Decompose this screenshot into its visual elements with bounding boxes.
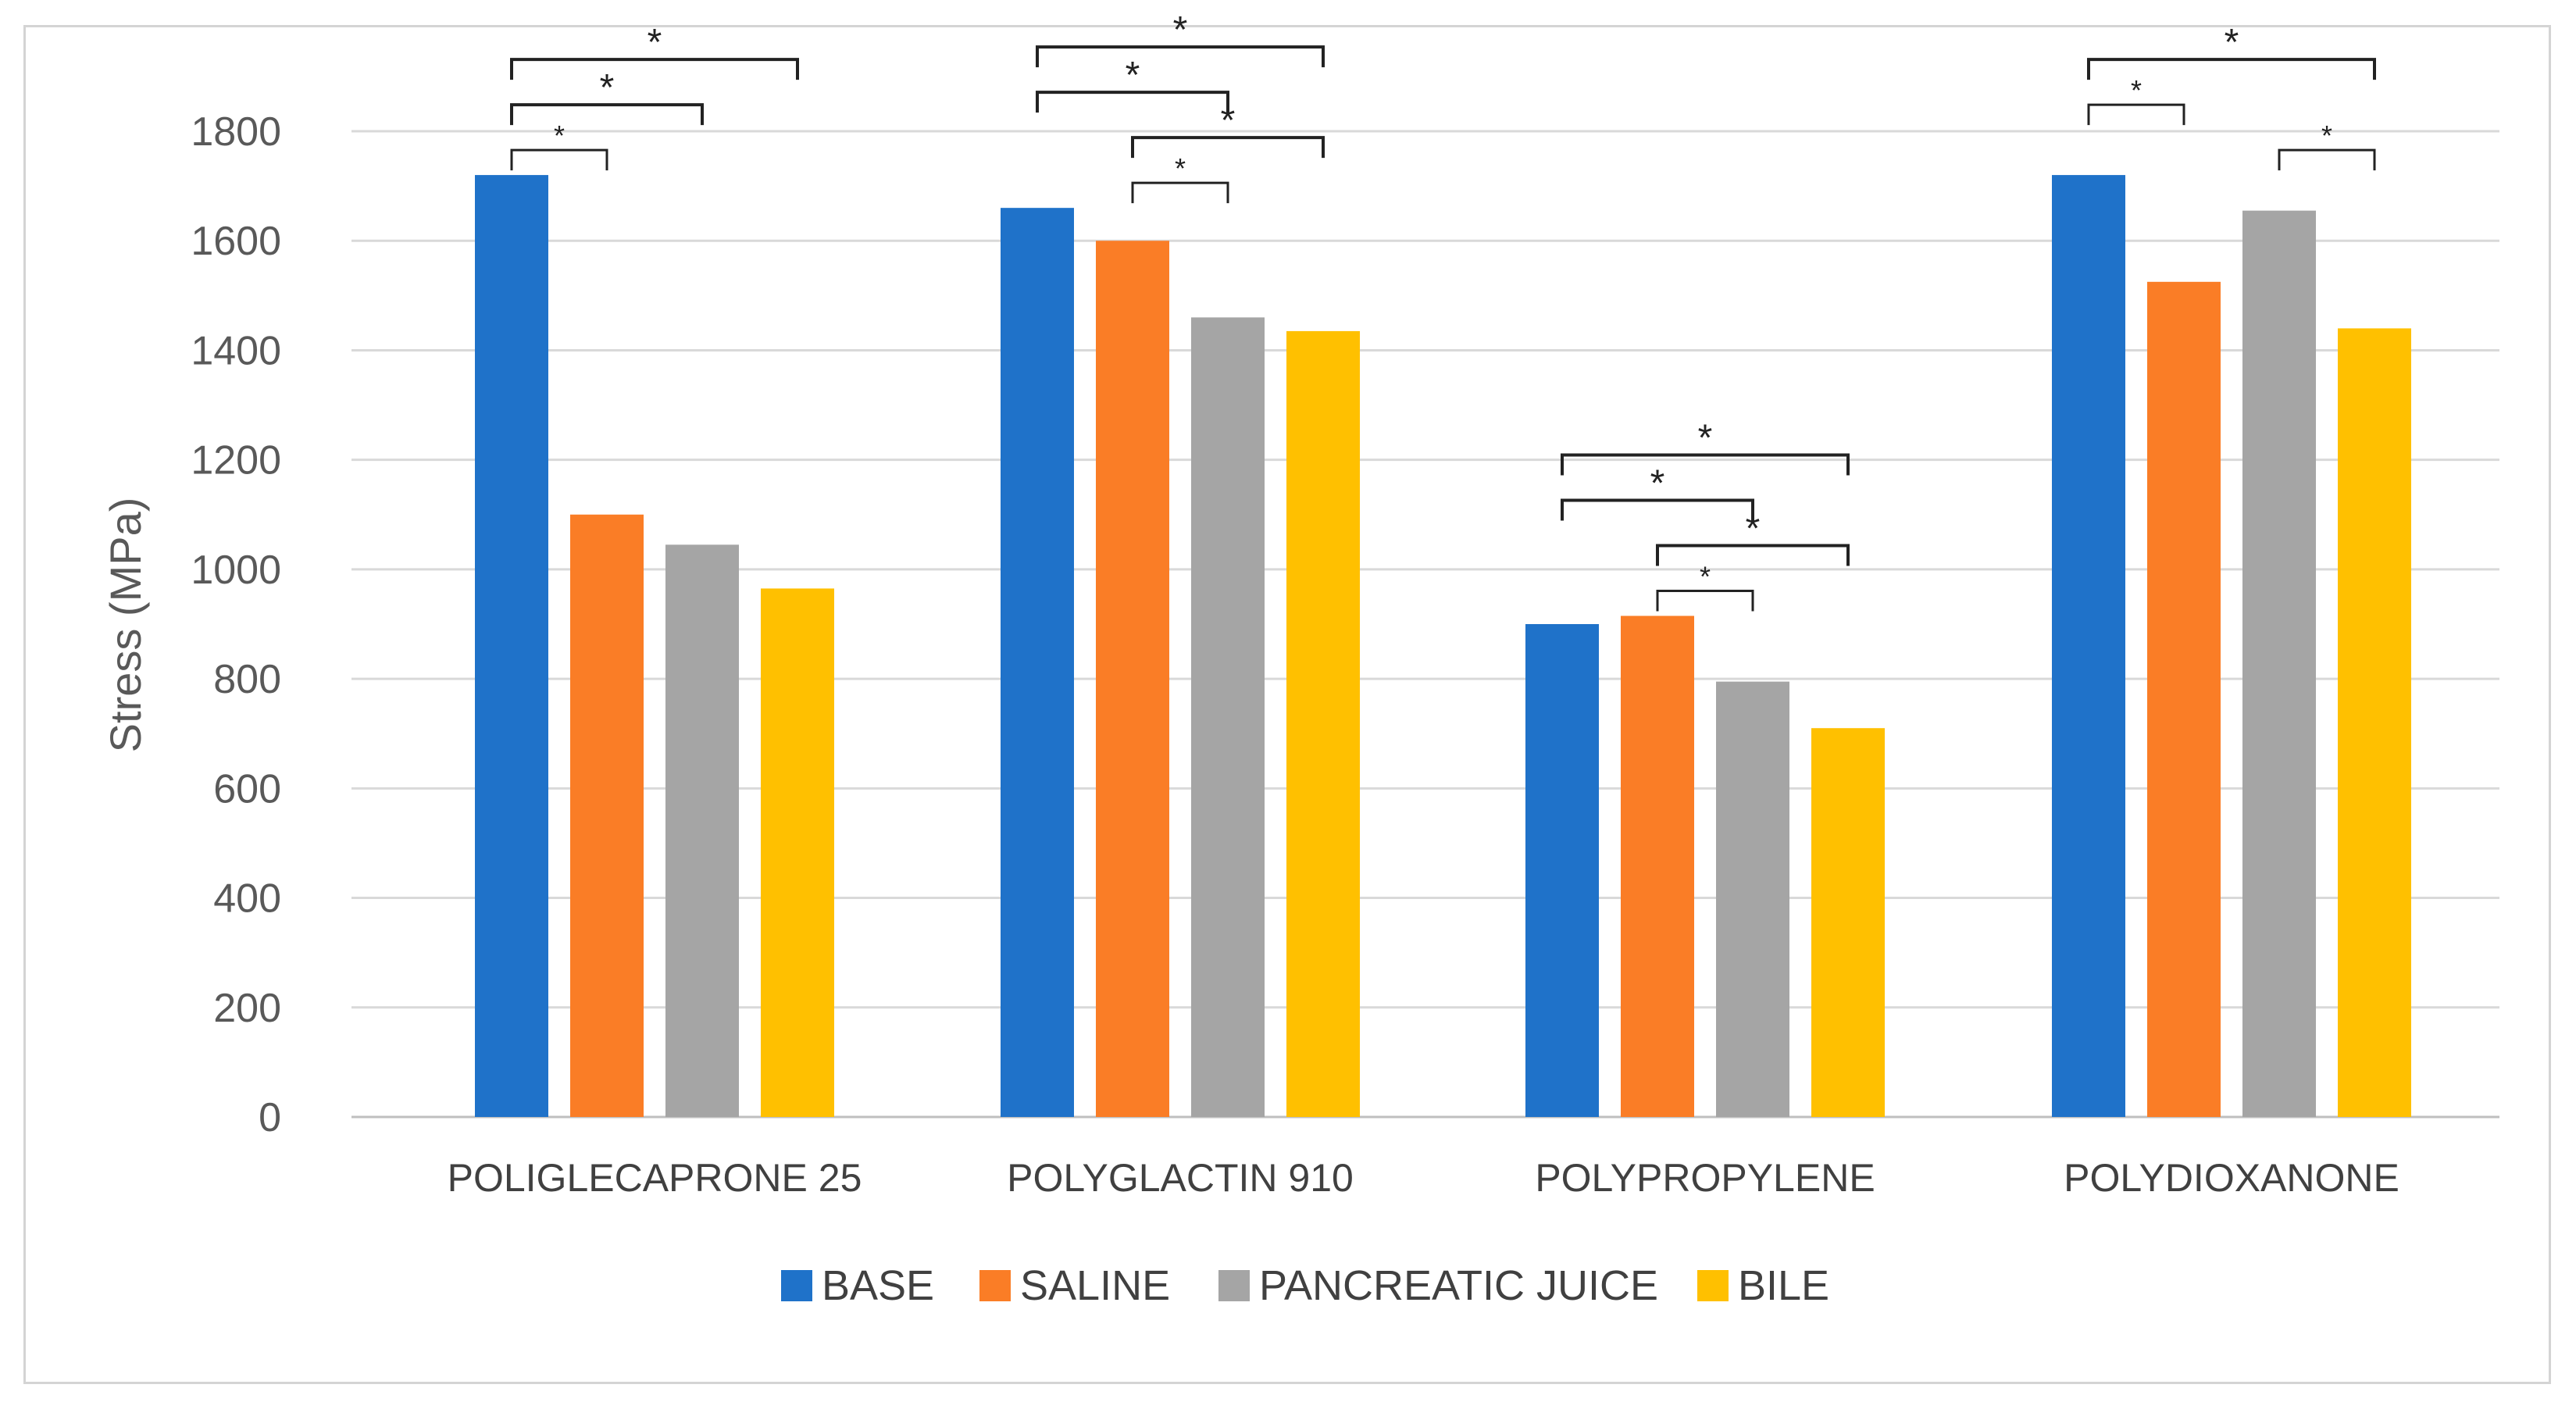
significance-bracket (1036, 45, 1325, 68)
bar-bile (1286, 330, 1360, 1118)
y-tick-label: 1600 (191, 219, 281, 264)
significance-label: * (600, 67, 615, 109)
significance-bracket (2087, 103, 2185, 126)
bar-pancreatic-juice (1716, 681, 1789, 1117)
legend: BASE SALINE PANCREATIC JUICE BILE (781, 1262, 1829, 1309)
significance-bracket (510, 148, 608, 171)
x-category-label: POLYPROPYLENE (1535, 1156, 1875, 1200)
significance-label: * (554, 120, 565, 152)
bar-bile (1811, 728, 1885, 1117)
x-category-label: POLIGLECAPRONE 25 (448, 1156, 862, 1200)
bar-base (475, 175, 548, 1118)
bar-base (1525, 624, 1599, 1117)
x-category-label: POLYDIOXANONE (2064, 1156, 2399, 1200)
bar-bile (2338, 328, 2411, 1117)
significance-bracket (510, 58, 799, 80)
bar-saline (1096, 241, 1169, 1118)
significance-label: * (2321, 120, 2332, 152)
bar-pancreatic-juice (1191, 317, 1265, 1117)
y-tick-label: 800 (213, 657, 281, 702)
significance-label: * (2225, 22, 2239, 63)
significance-brackets: * * * * * * * * * * * * * * (510, 9, 2376, 612)
legend-swatch (979, 1270, 1011, 1301)
bar-pancreatic-juice (665, 544, 739, 1117)
y-tick-label: 1800 (191, 109, 281, 155)
y-tick-label: 0 (259, 1095, 281, 1140)
legend-swatch (1697, 1270, 1729, 1301)
significance-bracket (1561, 453, 1850, 476)
significance-label: * (648, 22, 662, 63)
bar-bile (761, 588, 834, 1117)
legend-swatch (1218, 1270, 1250, 1301)
y-tick-label: 1200 (191, 438, 281, 483)
significance-bracket (1656, 589, 1754, 612)
significance-bracket (2087, 58, 2376, 80)
legend-label: BASE (822, 1262, 934, 1309)
y-tick-label: 1000 (191, 548, 281, 593)
significance-bracket (1656, 544, 1850, 566)
significance-bracket (1036, 91, 1229, 113)
significance-bracket (2278, 148, 2376, 171)
bar-saline (2147, 281, 2221, 1117)
y-tick-label: 600 (213, 766, 281, 812)
bar-pancreatic-juice (2242, 210, 2316, 1117)
significance-bracket (1131, 136, 1325, 159)
bar-base (1001, 208, 1074, 1118)
significance-bracket (510, 103, 704, 126)
bar-base (2052, 175, 2125, 1118)
axis-labels: 0 200 400 600 800 1000 1200 1400 1600 1800 POLIGLE… (191, 109, 2399, 1200)
y-tick-label: 200 (213, 986, 281, 1031)
significance-label: * (2131, 74, 2142, 106)
bar-saline (1621, 616, 1694, 1117)
significance-label: * (1650, 462, 1665, 504)
bars (475, 175, 2411, 1118)
y-axis-title: Stress (MPa) (101, 498, 150, 753)
legend-swatch (781, 1270, 812, 1301)
significance-bracket (1131, 181, 1229, 204)
y-tick-label: 1400 (191, 328, 281, 373)
significance-bracket (1561, 498, 1754, 521)
significance-label: * (1746, 508, 1761, 549)
legend-label: BILE (1738, 1262, 1829, 1309)
significance-label: * (1698, 417, 1713, 459)
significance-label: * (1221, 100, 1236, 141)
significance-label: * (1173, 9, 1188, 51)
significance-label: * (1126, 55, 1140, 96)
significance-label: * (1175, 152, 1186, 184)
y-tick-label: 400 (213, 876, 281, 922)
bar-saline (570, 514, 644, 1117)
significance-label: * (1700, 560, 1711, 592)
legend-label: PANCREATIC JUICE (1259, 1262, 1658, 1309)
legend-label: SALINE (1020, 1262, 1170, 1309)
x-category-label: POLYGLACTIN 910 (1007, 1156, 1354, 1200)
